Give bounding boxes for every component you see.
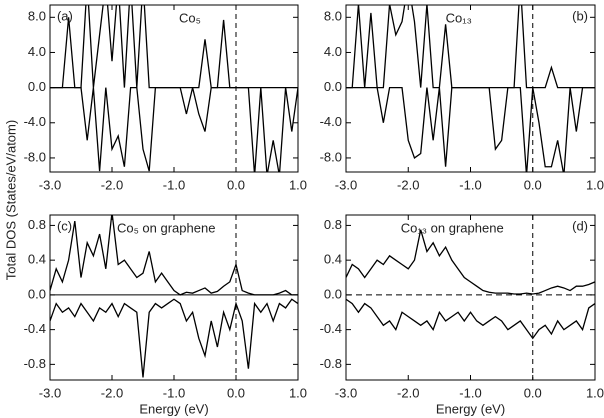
x-tick-label: 1.0 bbox=[586, 385, 604, 400]
dos-line bbox=[50, 86, 298, 172]
y-tick-label: -8.0 bbox=[320, 149, 342, 164]
x-tick-label: -3.0 bbox=[335, 177, 357, 192]
x-tick-label: -2.0 bbox=[101, 177, 123, 192]
plot-frame bbox=[345, 4, 596, 173]
panel-label: (c) bbox=[57, 218, 72, 233]
y-tick-label: -0.4 bbox=[24, 321, 46, 336]
panel-label: (a) bbox=[57, 8, 73, 23]
x-tick-label: 0.0 bbox=[524, 385, 542, 400]
panel-title: Co₅ on graphene bbox=[117, 220, 215, 235]
y-tick-label: -0.8 bbox=[24, 356, 46, 371]
dos-line bbox=[346, 86, 595, 172]
panel-title: Co₅ bbox=[179, 10, 201, 25]
y-tick-label: -4.0 bbox=[320, 114, 342, 129]
y-tick-label: 0.4 bbox=[28, 252, 46, 267]
dos-line bbox=[50, 5, 298, 89]
x-tick-label: 0.0 bbox=[524, 177, 542, 192]
x-tick-label: -1.0 bbox=[163, 177, 185, 192]
plot-area bbox=[50, 215, 298, 380]
dos-line bbox=[346, 229, 595, 295]
x-tick-label: 1.0 bbox=[289, 385, 307, 400]
dos-line bbox=[50, 298, 298, 378]
y-tick-label: 4.0 bbox=[28, 44, 46, 59]
y-tick-label: 8.0 bbox=[28, 9, 46, 24]
y-tick-label: 0.8 bbox=[324, 217, 342, 232]
x-axis-label: Energy (eV) bbox=[139, 401, 208, 416]
plot-frame bbox=[49, 214, 299, 381]
x-tick-label: -3.0 bbox=[39, 385, 61, 400]
y-tick-label: -0.8 bbox=[320, 356, 342, 371]
y-tick-label: -0.4 bbox=[320, 321, 342, 336]
y-tick-label: 0.0 bbox=[28, 286, 46, 301]
x-tick-label: 0.0 bbox=[227, 177, 245, 192]
panel-label: (b) bbox=[572, 8, 588, 23]
x-tick-label: -2.0 bbox=[397, 177, 419, 192]
plot-area bbox=[346, 5, 595, 172]
x-tick-label: 1.0 bbox=[289, 177, 307, 192]
y-tick-label: -4.0 bbox=[24, 114, 46, 129]
y-tick-label: 0.4 bbox=[324, 252, 342, 267]
x-tick-label: -2.0 bbox=[101, 385, 123, 400]
x-tick-label: -1.0 bbox=[163, 385, 185, 400]
x-tick-label: -1.0 bbox=[459, 177, 481, 192]
x-tick-label: -3.0 bbox=[39, 177, 61, 192]
x-tick-label: 0.0 bbox=[227, 385, 245, 400]
y-tick-label: 0.0 bbox=[324, 79, 342, 94]
x-axis-label: Energy (eV) bbox=[436, 401, 505, 416]
x-tick-label: -1.0 bbox=[459, 385, 481, 400]
x-tick-label: -2.0 bbox=[397, 385, 419, 400]
y-tick-label: 0.0 bbox=[324, 286, 342, 301]
dos-line bbox=[346, 298, 595, 340]
y-tick-label: 0.0 bbox=[28, 79, 46, 94]
y-tick-label: 0.8 bbox=[28, 217, 46, 232]
x-tick-label: 1.0 bbox=[586, 177, 604, 192]
plot-frame bbox=[49, 4, 299, 173]
plot-frame bbox=[345, 214, 596, 381]
panel-title: Co₁₃ on graphene bbox=[401, 220, 504, 235]
y-axis-label: Total DOS (States/eV/atom) bbox=[3, 120, 18, 280]
panel-label: (d) bbox=[572, 218, 588, 233]
y-tick-label: 8.0 bbox=[324, 9, 342, 24]
panel-title: Co₁₃ bbox=[446, 10, 472, 25]
plot-area bbox=[50, 5, 298, 172]
dos-line bbox=[50, 215, 298, 296]
y-tick-label: -8.0 bbox=[24, 149, 46, 164]
x-tick-label: -3.0 bbox=[335, 385, 357, 400]
y-tick-label: 4.0 bbox=[324, 44, 342, 59]
plot-area bbox=[346, 215, 595, 380]
